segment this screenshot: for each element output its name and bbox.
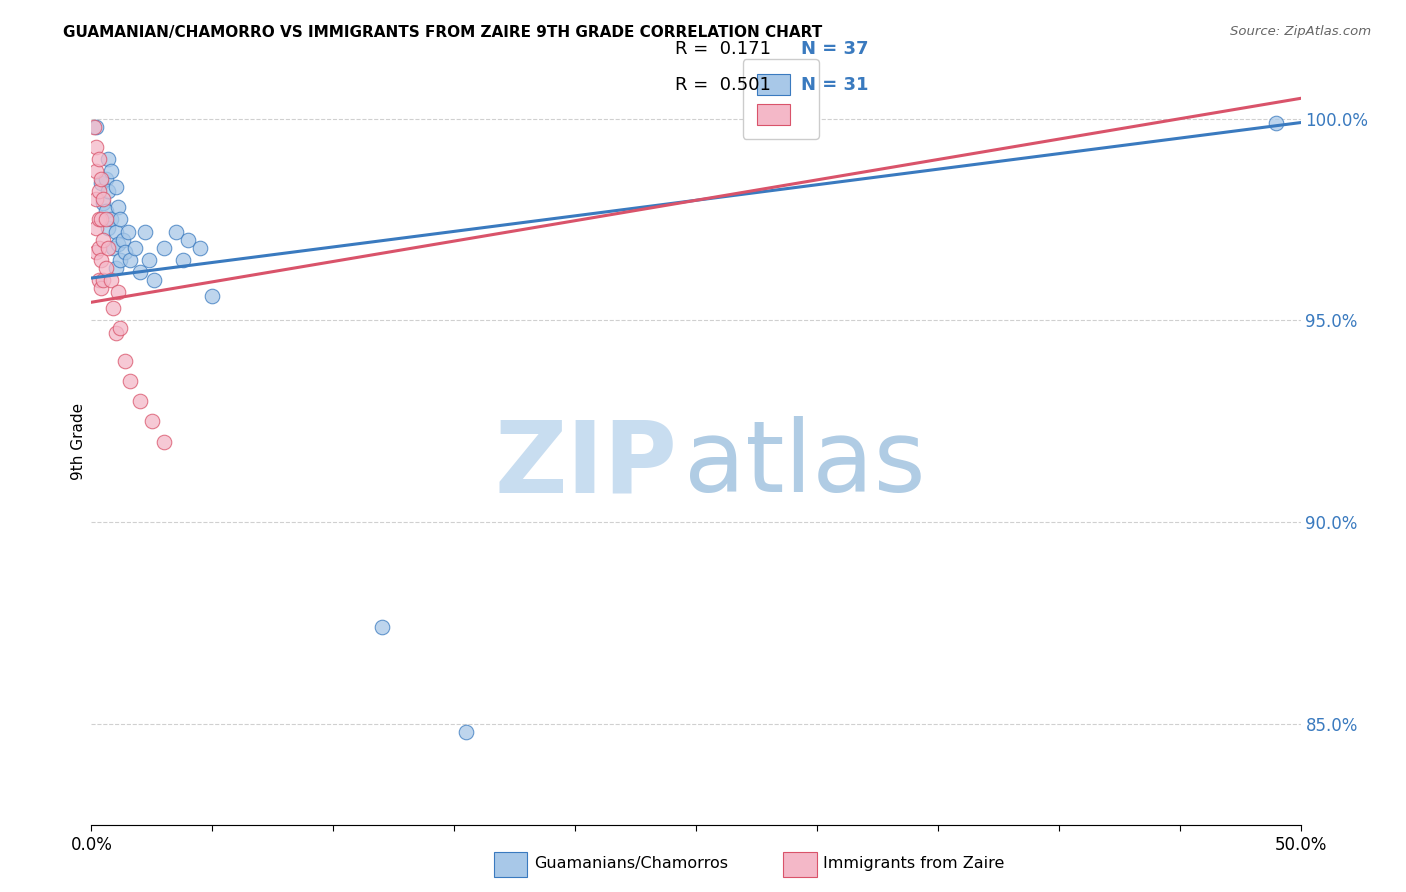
- Legend: , : ,: [742, 60, 818, 139]
- Text: R =  0.501: R = 0.501: [675, 76, 770, 94]
- Point: [120, 374, 142, 388]
- Point: [93, 192, 115, 206]
- Point: [87, 184, 110, 198]
- Point: [110, 321, 132, 335]
- Point: [153, 434, 176, 449]
- Point: [128, 394, 150, 409]
- Point: [94, 172, 117, 186]
- Point: [134, 225, 156, 239]
- Text: N = 37: N = 37: [801, 40, 869, 58]
- Point: [101, 241, 124, 255]
- Point: [107, 200, 129, 214]
- Point: [84, 120, 107, 134]
- Point: [84, 192, 107, 206]
- Point: [110, 212, 132, 227]
- Point: [117, 225, 139, 239]
- Point: [84, 140, 107, 154]
- Point: [87, 241, 110, 255]
- Point: [153, 241, 176, 255]
- Point: [90, 176, 112, 190]
- Point: [84, 164, 107, 178]
- Point: [111, 233, 134, 247]
- Point: [93, 233, 115, 247]
- Point: [87, 152, 110, 166]
- Point: [1265, 115, 1288, 129]
- Text: Immigrants from Zaire: Immigrants from Zaire: [823, 856, 1004, 871]
- Point: [87, 212, 110, 227]
- Point: [165, 225, 187, 239]
- Point: [90, 281, 112, 295]
- Point: [104, 225, 127, 239]
- Point: [84, 244, 107, 259]
- Text: R =  0.171: R = 0.171: [675, 40, 770, 58]
- Point: [188, 241, 211, 255]
- Point: [93, 273, 115, 287]
- Point: [114, 353, 136, 368]
- Point: [370, 620, 392, 634]
- Point: [97, 220, 120, 235]
- Point: [143, 273, 166, 287]
- Text: N = 31: N = 31: [801, 76, 869, 94]
- Point: [172, 252, 194, 267]
- Text: GUAMANIAN/CHAMORRO VS IMMIGRANTS FROM ZAIRE 9TH GRADE CORRELATION CHART: GUAMANIAN/CHAMORRO VS IMMIGRANTS FROM ZA…: [63, 25, 823, 40]
- Point: [177, 233, 200, 247]
- Point: [93, 196, 115, 211]
- Point: [94, 204, 117, 219]
- Point: [97, 184, 120, 198]
- Point: [94, 212, 117, 227]
- Point: [128, 265, 150, 279]
- Point: [100, 164, 122, 178]
- Text: ZIP: ZIP: [495, 416, 678, 513]
- Point: [114, 244, 136, 259]
- Point: [90, 252, 112, 267]
- Point: [104, 260, 127, 275]
- Point: [94, 260, 117, 275]
- Point: [83, 120, 105, 134]
- Point: [138, 252, 160, 267]
- Point: [87, 273, 110, 287]
- Point: [104, 326, 127, 340]
- Point: [97, 152, 120, 166]
- Point: [107, 285, 129, 300]
- Text: Guamanians/Chamorros: Guamanians/Chamorros: [534, 856, 728, 871]
- Point: [120, 252, 142, 267]
- Point: [107, 236, 129, 251]
- Point: [201, 289, 224, 303]
- Point: [101, 301, 124, 316]
- Text: atlas: atlas: [683, 416, 925, 513]
- Text: Source: ZipAtlas.com: Source: ZipAtlas.com: [1230, 25, 1371, 38]
- Point: [100, 212, 122, 227]
- Point: [141, 414, 163, 428]
- Point: [97, 241, 120, 255]
- Y-axis label: 9th Grade: 9th Grade: [70, 403, 86, 480]
- Point: [100, 273, 122, 287]
- Point: [124, 241, 146, 255]
- Point: [84, 220, 107, 235]
- Point: [90, 212, 112, 227]
- Point: [90, 172, 112, 186]
- Point: [456, 725, 478, 739]
- Point: [110, 252, 132, 267]
- Point: [104, 180, 127, 194]
